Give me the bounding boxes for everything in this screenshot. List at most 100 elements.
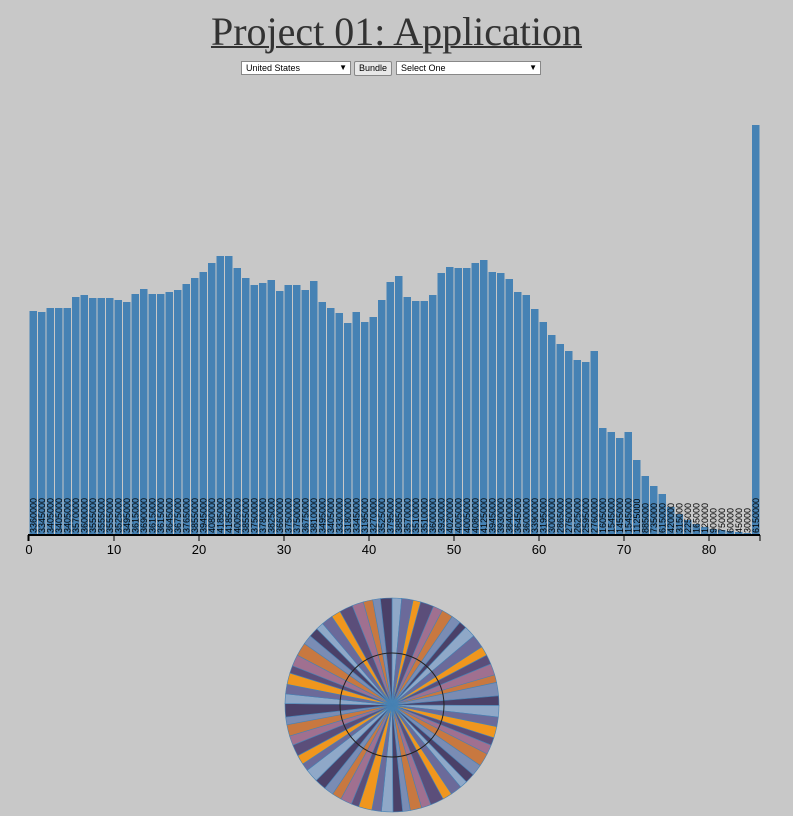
bar [624, 432, 632, 535]
bar [225, 256, 233, 535]
bar [276, 291, 284, 535]
bar [573, 360, 581, 535]
bar [29, 311, 37, 535]
bar-label: 3615000 [156, 498, 166, 533]
bar-label: 2625000 [572, 498, 582, 533]
select-text: United States [246, 63, 301, 73]
bar-label: 3570000 [402, 498, 412, 533]
bar [548, 335, 556, 535]
bar [726, 531, 734, 535]
bar-label: 3510000 [419, 498, 429, 533]
bar [531, 309, 539, 535]
bar-label: 4080000 [470, 498, 480, 533]
select-text: Select One [401, 63, 446, 73]
bar [318, 302, 326, 535]
bundle-button[interactable]: Bundle [354, 61, 392, 76]
bar-label: 3495000 [122, 498, 132, 533]
bar-label: 30000 [742, 508, 752, 533]
bar-label: 3555000 [88, 498, 98, 533]
bar [72, 297, 80, 535]
bar-label: 45000 [734, 508, 744, 533]
bar-label: 3570000 [71, 498, 81, 533]
bar-label: 3345000 [351, 498, 361, 533]
bar-label: 75000 [717, 508, 727, 533]
bar-label: 615000 [657, 503, 667, 533]
bar-label: 3855000 [190, 498, 200, 533]
country-select[interactable]: United States ▼ [241, 61, 351, 75]
bar-label: 3330000 [334, 498, 344, 533]
bar [55, 308, 63, 535]
bar [539, 322, 547, 535]
bar [293, 285, 301, 535]
bar-label: 3660000 [275, 498, 285, 533]
bar [242, 278, 250, 535]
bar [514, 292, 522, 535]
bar-label: 3825000 [266, 498, 276, 533]
bar-label: 3615000 [147, 498, 157, 533]
bar-label: 3690000 [139, 498, 149, 533]
bar [369, 317, 377, 535]
bar-label: 3525000 [377, 498, 387, 533]
bar-label: 3525000 [113, 498, 123, 533]
bar [556, 344, 564, 535]
bar [97, 298, 105, 535]
bar [480, 260, 488, 535]
bar-label: 2760000 [564, 498, 574, 533]
bar-label: 3840000 [504, 498, 514, 533]
bar-label: 3405000 [54, 498, 64, 533]
bar [208, 263, 216, 535]
bar-label: 3600000 [521, 498, 531, 533]
bar-label: 3765000 [181, 498, 191, 533]
x-tick-label: 20 [192, 542, 206, 557]
x-tick-label: 0 [25, 542, 32, 557]
bar-label: 3675000 [173, 498, 183, 533]
bar-label: 3645000 [513, 498, 523, 533]
bar-label: 4185000 [215, 498, 225, 533]
bar-label: 1125000 [632, 499, 642, 533]
bar [233, 268, 241, 535]
bar-label: 315000 [674, 503, 684, 533]
button-text: Bundle [358, 63, 388, 73]
bar [709, 529, 717, 535]
bar-label: 3780000 [258, 498, 268, 533]
bar [582, 362, 590, 535]
bar-label: 3615000 [130, 498, 140, 533]
bar [429, 295, 437, 535]
bar-label: 885000 [640, 503, 650, 533]
bar-label: 3645000 [164, 498, 174, 533]
bar-label: 420000 [666, 503, 676, 533]
bar-label: 4005000 [232, 498, 242, 533]
bar [131, 294, 139, 535]
bar-label: 3750000 [292, 498, 302, 533]
bar [454, 268, 462, 535]
bar [692, 524, 700, 535]
x-tick-label: 10 [107, 542, 121, 557]
bar [420, 301, 428, 535]
bar [327, 308, 335, 535]
bar [259, 283, 267, 535]
bar [174, 290, 182, 535]
bar-label: 3810000 [309, 498, 319, 533]
bar-label: 4020000 [445, 498, 455, 533]
option-select[interactable]: Select One ▼ [396, 61, 541, 75]
bar-label: 3600000 [428, 498, 438, 533]
bar-label: 120000 [700, 503, 710, 533]
bar-label: 3555000 [105, 498, 115, 533]
bar [310, 281, 318, 535]
bar [463, 268, 471, 535]
bar-label: 4005000 [453, 498, 463, 533]
bar-label: 3405000 [62, 498, 72, 533]
bar [344, 323, 352, 535]
bar-label: 2865000 [555, 498, 565, 533]
bar-label: 3195000 [538, 498, 548, 533]
bar-label: 3000000 [547, 498, 557, 533]
bar [378, 300, 386, 535]
bar-label: 90000 [708, 508, 718, 533]
bar-label: 6150000 [751, 498, 761, 533]
bar-label: 2595000 [581, 498, 591, 533]
bar-label: 3930000 [436, 498, 446, 533]
bar-label: 4080000 [207, 498, 217, 533]
bar [182, 284, 190, 535]
bar [386, 282, 394, 535]
